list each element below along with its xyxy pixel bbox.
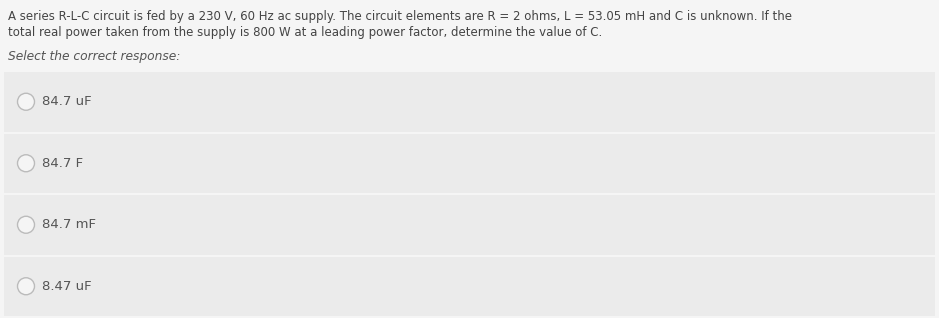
Text: 8.47 uF: 8.47 uF: [42, 280, 92, 293]
FancyBboxPatch shape: [4, 195, 935, 254]
Text: total real power taken from the supply is 800 W at a leading power factor, deter: total real power taken from the supply i…: [8, 26, 602, 39]
Text: 84.7 mF: 84.7 mF: [42, 218, 96, 231]
FancyBboxPatch shape: [4, 134, 935, 193]
Text: Select the correct response:: Select the correct response:: [8, 50, 180, 63]
Text: 84.7 uF: 84.7 uF: [42, 95, 92, 108]
Circle shape: [18, 278, 35, 295]
Circle shape: [18, 93, 35, 110]
FancyBboxPatch shape: [4, 72, 935, 132]
Text: A series R-L-C circuit is fed by a 230 V, 60 Hz ac supply. The circuit elements : A series R-L-C circuit is fed by a 230 V…: [8, 10, 792, 23]
Circle shape: [18, 155, 35, 172]
Circle shape: [18, 216, 35, 233]
FancyBboxPatch shape: [4, 257, 935, 316]
Text: 84.7 F: 84.7 F: [42, 157, 84, 170]
